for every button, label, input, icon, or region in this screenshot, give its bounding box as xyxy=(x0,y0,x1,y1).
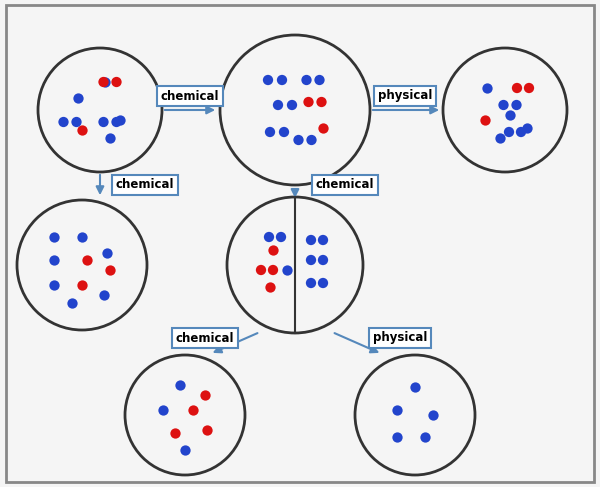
Point xyxy=(99,291,109,299)
Point xyxy=(49,233,59,241)
Point xyxy=(188,406,198,414)
Point xyxy=(273,101,283,109)
Text: physical: physical xyxy=(378,90,432,102)
Text: chemical: chemical xyxy=(316,179,374,191)
Point xyxy=(200,391,210,399)
Point xyxy=(317,98,326,106)
Point xyxy=(277,76,287,84)
Point xyxy=(264,233,274,241)
Point xyxy=(504,128,514,136)
Point xyxy=(180,446,190,454)
Point xyxy=(428,411,438,419)
Point xyxy=(318,236,328,244)
Point xyxy=(105,266,115,274)
Point xyxy=(67,299,77,307)
Point xyxy=(318,256,328,264)
Point xyxy=(420,433,430,441)
Point xyxy=(315,76,325,84)
Point xyxy=(306,279,316,287)
Point xyxy=(480,116,490,124)
Text: chemical: chemical xyxy=(116,179,174,191)
Point xyxy=(318,279,328,287)
Point xyxy=(98,78,109,86)
Point xyxy=(482,84,492,92)
Point xyxy=(112,118,121,126)
Point xyxy=(98,118,109,126)
Point xyxy=(410,383,420,391)
Point xyxy=(268,266,278,274)
Point xyxy=(279,128,289,136)
Point xyxy=(265,283,275,291)
Point xyxy=(282,266,292,274)
Point xyxy=(115,116,125,124)
Point xyxy=(49,281,59,289)
Point xyxy=(516,128,526,136)
Point xyxy=(268,246,278,254)
Point xyxy=(294,136,304,144)
Point xyxy=(170,429,180,437)
Point xyxy=(499,101,508,109)
Point xyxy=(77,126,87,134)
Point xyxy=(505,111,515,119)
Point xyxy=(82,256,92,264)
Point xyxy=(307,136,316,144)
Point xyxy=(72,118,82,126)
Point xyxy=(105,134,115,142)
Point xyxy=(287,101,297,109)
Point xyxy=(49,256,59,264)
Point xyxy=(263,76,273,84)
Point xyxy=(524,84,534,92)
Point xyxy=(392,433,402,441)
Point xyxy=(175,381,185,389)
Point xyxy=(265,128,275,136)
Point xyxy=(512,101,521,109)
Point xyxy=(73,94,83,102)
Point xyxy=(158,406,168,414)
Point xyxy=(59,118,68,126)
Point xyxy=(276,233,286,241)
Point xyxy=(102,249,112,257)
Point xyxy=(304,98,313,106)
Point xyxy=(306,236,316,244)
Point xyxy=(318,124,328,132)
Point xyxy=(202,426,212,434)
Point xyxy=(77,281,87,289)
Point xyxy=(112,78,121,86)
Point xyxy=(392,406,402,414)
Point xyxy=(100,78,110,86)
Text: physical: physical xyxy=(373,332,427,344)
Point xyxy=(512,84,522,92)
Point xyxy=(302,76,311,84)
Point xyxy=(256,266,266,274)
Text: chemical: chemical xyxy=(161,90,219,102)
Text: chemical: chemical xyxy=(176,332,234,344)
Point xyxy=(306,256,316,264)
Point xyxy=(522,124,532,132)
Point xyxy=(77,233,87,241)
Point xyxy=(495,134,505,142)
